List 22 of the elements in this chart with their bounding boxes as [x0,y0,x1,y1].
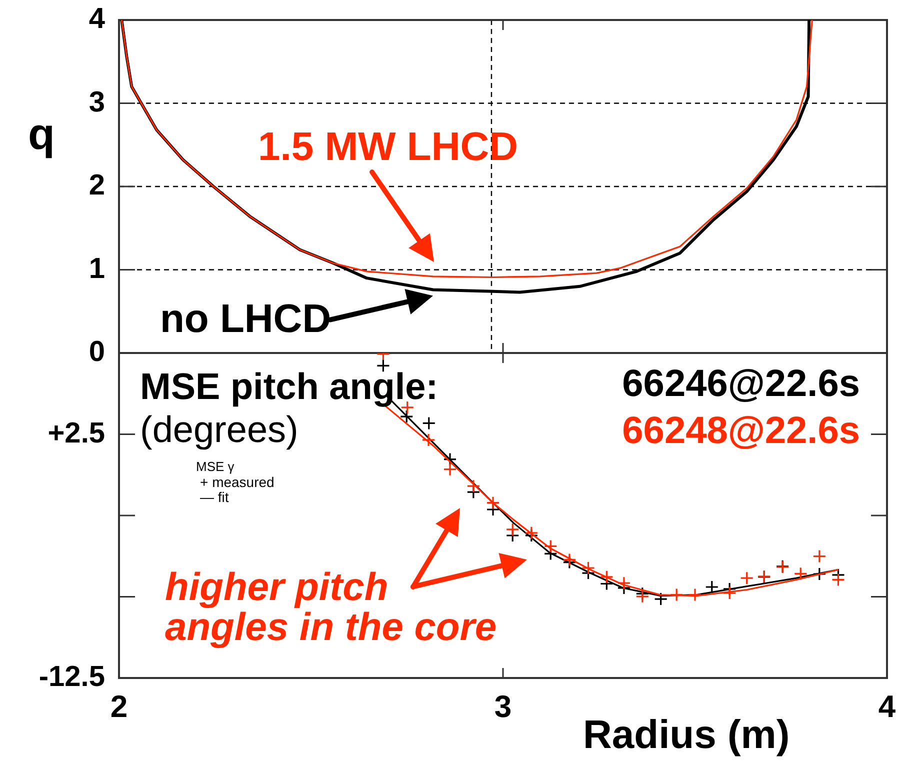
y-tick-label: 0 [88,336,105,368]
legend-label: no LHCD [160,297,332,342]
y-tick-label: +2.5 [48,417,105,450]
series-label: 1.5 MW LHCD [258,125,518,170]
annotation: MSE γ [196,459,234,474]
x-tick-label: 2 [110,689,128,724]
y-axis-title: q [28,110,55,160]
y-tick-label: 2 [88,170,105,202]
x-tick-label: 3 [494,689,512,724]
y-tick-label: 3 [88,86,105,118]
y-tick-label: 1 [88,252,105,285]
annotation: higher pitch angles in the core [165,566,498,649]
annotation: — fit [200,489,229,505]
x-tick-label: 4 [878,689,896,724]
x-axis-title: Radius (m) [583,713,790,758]
text: 66248@22.6s [622,409,860,454]
y-tick-label: 4 [88,3,105,35]
annotation: (degrees) [140,409,298,451]
text: 66246@22.6s [622,362,860,407]
annotation: + measured [200,474,274,490]
y-tick-label: -12.5 [38,661,105,693]
y-axis-title: MSE pitch angle: [140,366,438,408]
